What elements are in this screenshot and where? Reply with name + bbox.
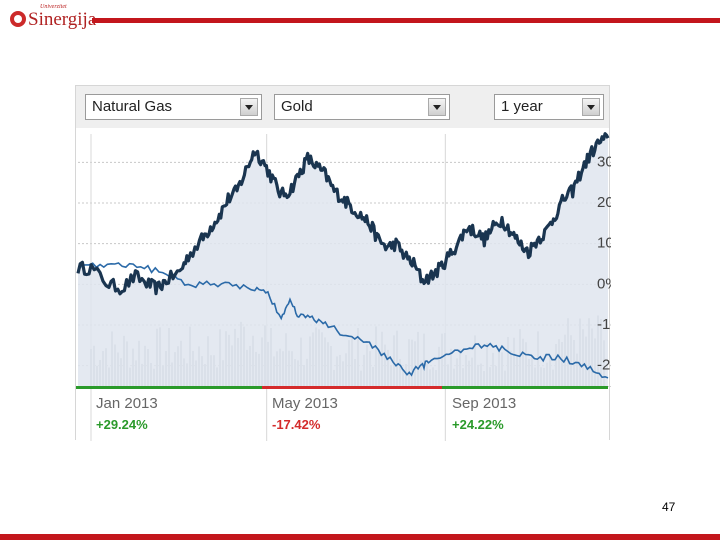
y-tick-label: -10% [597, 316, 611, 333]
y-tick-label: -20% [597, 357, 611, 374]
price-chart: 30% 20% 10% 0% -10% -20% Jan 2013 +29.24% May 20… [76, 132, 611, 441]
commodity-2-select[interactable]: Gold [274, 94, 450, 120]
period-change: +29.24% [96, 417, 148, 432]
range-value: 1 year [501, 98, 543, 115]
commodity-1-select[interactable]: Natural Gas [85, 94, 262, 120]
series-line-natural-gas [76, 132, 610, 296]
period-label: Jan 2013 [96, 395, 158, 412]
chevron-down-icon[interactable] [428, 98, 446, 116]
period-label: May 2013 [272, 395, 338, 412]
chevron-down-icon[interactable] [582, 98, 600, 116]
logo-mark-icon [10, 11, 26, 27]
period-change: -17.42% [272, 417, 321, 432]
period-change: +24.22% [452, 417, 504, 432]
period-status-bar [262, 386, 442, 389]
period-label: Sep 2013 [452, 395, 516, 412]
logo-text: Sinergija [28, 9, 97, 30]
period-status-bar [76, 386, 88, 389]
chart-widget: Natural Gas Gold 1 year 30% 20% 10% 0% -10% -… [75, 85, 611, 441]
series-line-gold [77, 262, 609, 379]
series-area [78, 133, 608, 386]
page-number: 47 [662, 500, 676, 514]
y-tick-label: 30% [597, 153, 611, 170]
y-tick-label: 20% [597, 194, 611, 211]
header-rule [92, 18, 720, 23]
commodity-1-value: Natural Gas [92, 98, 173, 115]
logo-subtitle: Univerzitet [40, 4, 67, 10]
y-tick-label: 0% [597, 275, 611, 292]
period-status-bar [442, 386, 608, 389]
header-bar: Univerzitet Sinergija [0, 0, 720, 34]
commodity-2-value: Gold [281, 98, 313, 115]
logo: Univerzitet Sinergija [10, 4, 97, 30]
footer-rule [0, 534, 720, 540]
chevron-down-icon[interactable] [240, 98, 258, 116]
period-status-bar [88, 386, 262, 389]
axis-baseline [608, 386, 611, 387]
y-tick-label: 10% [597, 235, 611, 252]
range-select[interactable]: 1 year [494, 94, 604, 120]
